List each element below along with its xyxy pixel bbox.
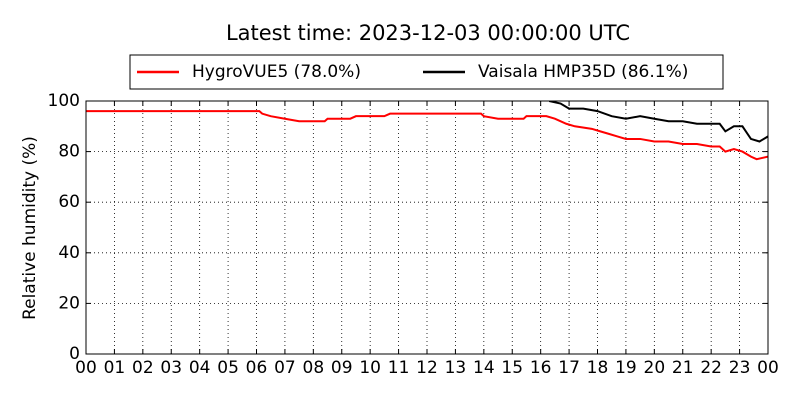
legend-label: Vaisala HMP35D (86.1%) — [478, 62, 688, 82]
x-tick-label: 12 — [416, 358, 438, 378]
x-tick-label: 16 — [530, 358, 552, 378]
x-tick-label: 17 — [558, 358, 580, 378]
x-tick-label: 20 — [644, 358, 666, 378]
x-tick-label: 18 — [587, 358, 609, 378]
y-axis-label: Relative humidity (%) — [20, 136, 40, 320]
x-tick-label: 06 — [246, 358, 268, 378]
x-tick-label: 21 — [672, 358, 694, 378]
x-tick-label: 19 — [615, 358, 637, 378]
x-tick-label: 00 — [757, 358, 779, 378]
y-tick-label: 80 — [58, 142, 80, 162]
data-line — [86, 110, 768, 161]
y-tick-label: 100 — [48, 91, 80, 111]
x-tick-label: 01 — [104, 358, 126, 378]
chart-title: Latest time: 2023-12-03 00:00:00 UTC — [226, 21, 630, 45]
y-tick-label: 40 — [58, 243, 80, 263]
plot-frame — [85, 100, 769, 355]
x-tick-label: 23 — [729, 358, 751, 378]
x-tick-label: 14 — [473, 358, 495, 378]
x-tick-label: 10 — [359, 358, 381, 378]
x-tick-label: 09 — [331, 358, 353, 378]
x-tick-label: 04 — [189, 358, 211, 378]
x-tick-label: 22 — [700, 358, 722, 378]
y-tick-label: 60 — [58, 192, 80, 212]
x-tick-label: 13 — [445, 358, 467, 378]
x-tick-label: 05 — [217, 358, 239, 378]
x-tick-label: 07 — [274, 358, 296, 378]
y-tick-label: 20 — [58, 293, 80, 313]
y-tick-label: 0 — [69, 344, 80, 364]
data-line — [548, 101, 768, 143]
x-tick-label: 08 — [303, 358, 325, 378]
x-tick-label: 03 — [160, 358, 182, 378]
x-tick-label: 15 — [501, 358, 523, 378]
x-tick-label: 02 — [132, 358, 154, 378]
legend-label: HygroVUE5 (78.0%) — [192, 62, 361, 82]
x-tick-label: 11 — [388, 358, 410, 378]
x-tick-label: 00 — [75, 358, 97, 378]
